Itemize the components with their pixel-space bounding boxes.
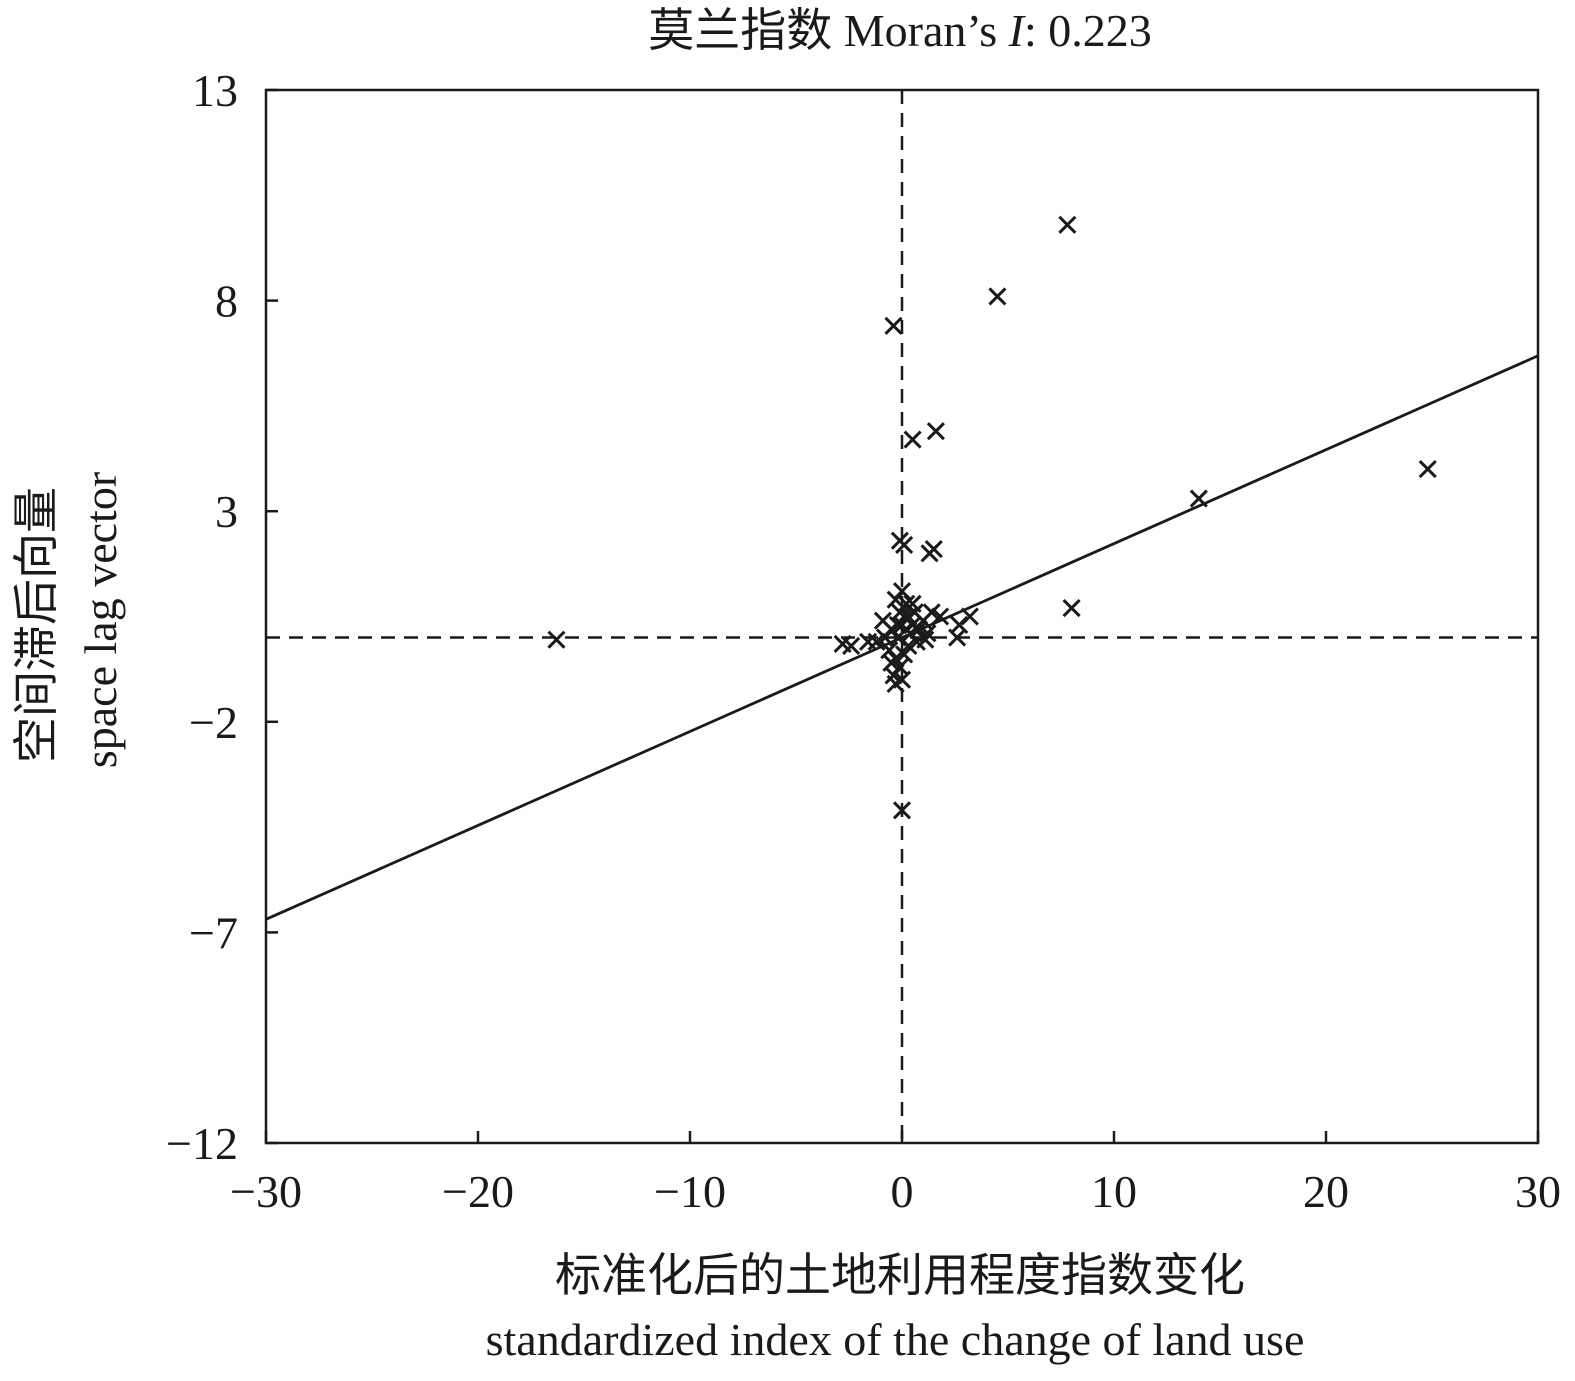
y-tick-label: −7	[189, 907, 238, 958]
data-point	[867, 632, 886, 651]
data-point	[888, 628, 907, 647]
data-point	[886, 674, 905, 693]
x-tick-label: 20	[1303, 1166, 1349, 1217]
y-tick-label: 8	[215, 276, 238, 327]
y-tick-label: −12	[166, 1118, 238, 1169]
data-point	[903, 430, 922, 449]
y-tick-label: −2	[189, 697, 238, 748]
x-axis-label-en: standardized index of the change of land…	[486, 1314, 1305, 1365]
x-tick-label: −10	[654, 1166, 726, 1217]
x-tick-label: 30	[1515, 1166, 1561, 1217]
x-tick-label: 10	[1091, 1166, 1137, 1217]
data-point	[988, 287, 1007, 306]
data-point	[895, 535, 914, 554]
data-point	[892, 801, 912, 820]
data-point	[1058, 215, 1077, 234]
data-point	[1189, 489, 1208, 508]
data-point	[916, 630, 935, 649]
y-tick-label: 13	[192, 65, 238, 116]
y-axis-label-cn: 空间滞后向量	[11, 487, 62, 763]
plot-area	[264, 88, 1540, 1145]
data-point	[547, 630, 566, 649]
data-point	[926, 422, 945, 441]
y-axis: −12 −7 −2 3 8 13	[166, 65, 278, 1169]
x-tick-label: −20	[442, 1166, 514, 1217]
chart-title: 莫兰指数 Moran’s I: 0.223	[648, 5, 1151, 56]
x-tick-label: 0	[891, 1166, 914, 1217]
x-axis-label-cn: 标准化后的土地利用程度指数变化	[555, 1250, 1245, 1301]
data-point	[1062, 599, 1081, 618]
data-point	[948, 628, 967, 647]
data-point	[884, 316, 903, 335]
y-axis-label-en: space lag vector	[75, 472, 126, 768]
data-point	[886, 590, 905, 609]
data-point	[859, 632, 878, 651]
data-point	[873, 611, 892, 630]
data-point	[833, 634, 852, 653]
data-point	[892, 615, 912, 634]
y-tick-label: 3	[215, 486, 238, 537]
data-point	[920, 544, 939, 563]
data-point	[1418, 460, 1437, 479]
data-point	[882, 653, 901, 672]
x-axis: −30 −20 −10 0 10 20 30	[230, 1131, 1561, 1217]
data-point	[960, 607, 979, 626]
x-tick-label: −30	[230, 1166, 302, 1217]
data-point	[931, 607, 950, 626]
